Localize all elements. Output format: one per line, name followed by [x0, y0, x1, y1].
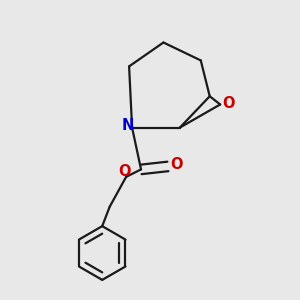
Text: N: N	[122, 118, 134, 133]
Text: O: O	[118, 164, 131, 179]
Text: O: O	[222, 96, 235, 111]
Text: O: O	[171, 158, 183, 172]
